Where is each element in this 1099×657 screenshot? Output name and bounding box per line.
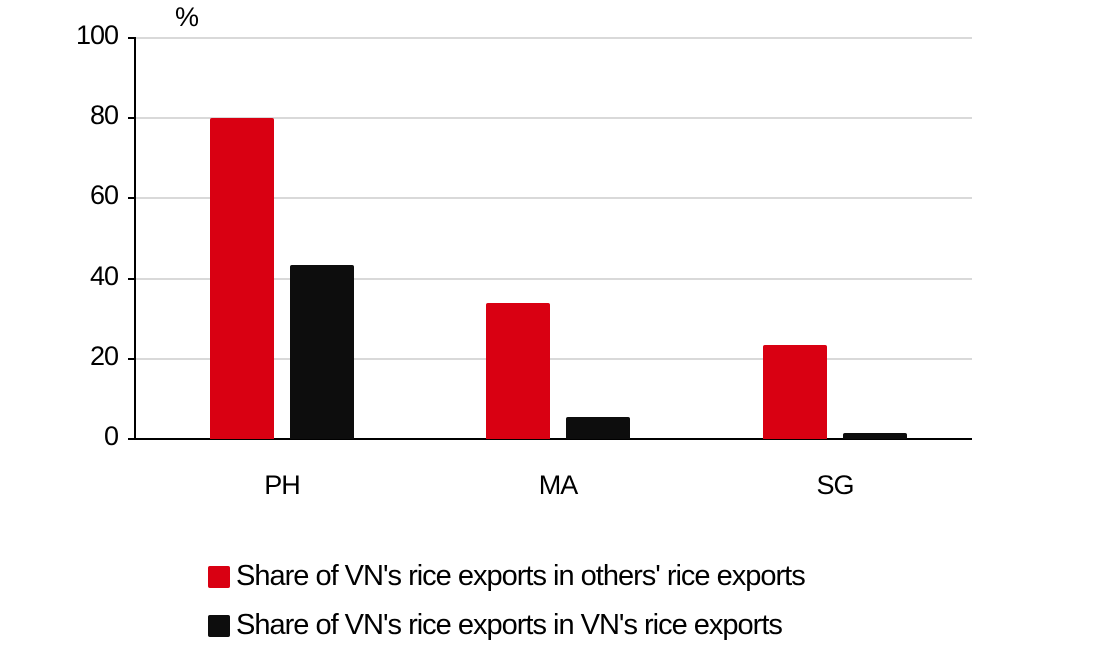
legend-item-others-share: Share of VN's rice exports in others' ri… xyxy=(208,560,806,593)
x-tick-label: MA xyxy=(538,470,579,500)
y-tick-mark xyxy=(128,277,136,280)
y-tick-label: 80 xyxy=(89,100,119,131)
gridline xyxy=(136,357,972,360)
legend-label: Share of VN's rice exports in VN's rice … xyxy=(236,609,783,641)
y-tick-label: 40 xyxy=(89,260,119,291)
x-axis-line xyxy=(136,438,972,440)
y-tick-label: 60 xyxy=(89,180,119,211)
bar-ph-series-1 xyxy=(210,118,274,439)
y-tick-mark xyxy=(128,438,136,440)
legend-item-vn-share: Share of VN's rice exports in VN's rice … xyxy=(208,609,783,642)
y-axis-line xyxy=(134,38,136,440)
y-tick-mark xyxy=(128,37,136,39)
bar-ph-series-2 xyxy=(290,264,354,439)
gridline xyxy=(136,277,972,280)
bar-sg-series-1 xyxy=(763,344,827,439)
bar-ma-series-2 xyxy=(566,416,630,439)
gridline xyxy=(136,117,972,120)
legend-label: Share of VN's rice exports in others' ri… xyxy=(236,560,806,592)
x-tick-label: SG xyxy=(816,470,854,500)
y-unit-label: % xyxy=(175,2,200,32)
x-tick-label: PH xyxy=(264,470,301,500)
bar-sg-series-2 xyxy=(843,432,907,439)
y-tick-mark xyxy=(128,357,136,360)
legend-swatch-black xyxy=(208,614,230,637)
y-tick-label: 20 xyxy=(89,340,119,371)
legend-swatch-red xyxy=(208,565,230,588)
y-tick-mark xyxy=(128,197,136,200)
y-tick-label: 0 xyxy=(103,421,119,451)
gridline xyxy=(136,197,972,200)
y-tick-label: 100 xyxy=(75,20,119,50)
gridline xyxy=(136,37,972,39)
bar-ma-series-1 xyxy=(486,302,550,439)
y-tick-mark xyxy=(128,117,136,120)
